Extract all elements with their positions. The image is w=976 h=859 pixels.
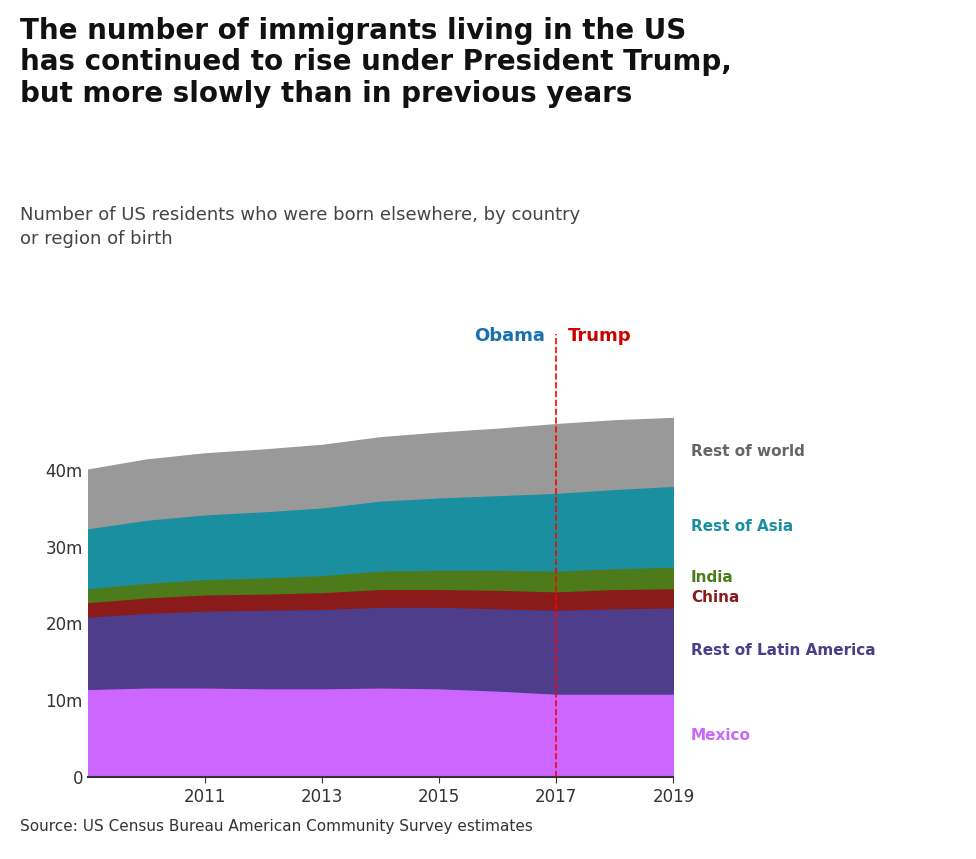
Text: Number of US residents who were born elsewhere, by country
or region of birth: Number of US residents who were born els… <box>20 206 580 247</box>
Text: China: China <box>691 590 740 606</box>
Text: Rest of Latin America: Rest of Latin America <box>691 643 875 658</box>
Text: The number of immigrants living in the US
has continued to rise under President : The number of immigrants living in the U… <box>20 17 731 107</box>
Text: BBC: BBC <box>869 822 922 846</box>
Text: Obama: Obama <box>473 327 545 345</box>
Text: Source: US Census Bureau American Community Survey estimates: Source: US Census Bureau American Commun… <box>20 819 532 834</box>
Text: India: India <box>691 570 734 585</box>
Text: Rest of world: Rest of world <box>691 444 805 460</box>
Text: Mexico: Mexico <box>691 728 751 743</box>
Text: Trump: Trump <box>568 327 631 345</box>
Text: Rest of Asia: Rest of Asia <box>691 519 793 533</box>
